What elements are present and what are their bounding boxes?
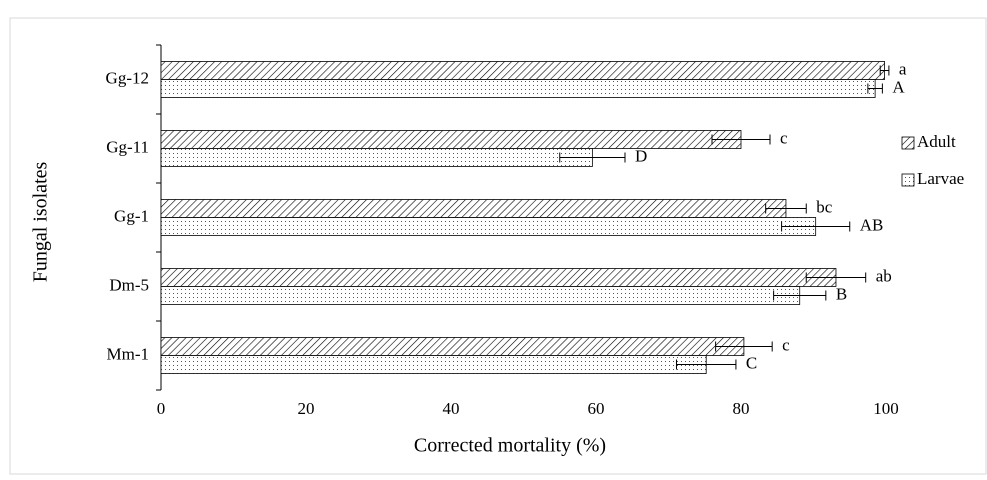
y-tick-label: Gg-1: [114, 206, 149, 225]
bar: [160, 199, 787, 218]
legend-label: Larvae: [917, 169, 964, 188]
y-axis-label: Fungal isolates: [30, 162, 52, 283]
significance-letter: bc: [816, 197, 833, 216]
y-tick-label: Mm-1: [107, 344, 150, 363]
x-tick-label: 20: [298, 399, 315, 418]
legend-swatch: [901, 173, 915, 187]
significance-letter: AB: [860, 215, 884, 234]
significance-letter: D: [635, 146, 647, 165]
bar: [160, 217, 817, 236]
x-tick-label: 0: [157, 399, 166, 418]
bar: [160, 337, 745, 356]
significance-letter: A: [892, 77, 905, 96]
significance-letter: c: [782, 335, 790, 354]
y-tick-label: Dm-5: [109, 275, 149, 294]
bar: [160, 268, 837, 287]
x-tick-label: 80: [733, 399, 750, 418]
bar: [160, 148, 593, 167]
bar: [160, 130, 742, 149]
y-tick-label: Gg-11: [106, 137, 149, 156]
bar: [160, 355, 707, 374]
significance-letter: ab: [876, 266, 892, 285]
x-tick-label: 60: [588, 399, 605, 418]
x-axis-label: Corrected mortality (%): [414, 435, 606, 457]
y-tick-label: Gg-12: [106, 68, 149, 87]
significance-letter: c: [780, 128, 788, 147]
bar: [160, 286, 801, 305]
significance-letter: a: [899, 59, 907, 78]
legend-label: Adult: [917, 132, 956, 151]
x-tick-label: 40: [443, 399, 460, 418]
significance-letter: B: [836, 284, 847, 303]
bar: [160, 79, 876, 98]
frame: [9, 17, 987, 475]
legend-swatch: [901, 136, 915, 150]
x-tick-label: 100: [873, 399, 899, 418]
bar: [160, 61, 885, 80]
significance-letter: C: [746, 353, 757, 372]
